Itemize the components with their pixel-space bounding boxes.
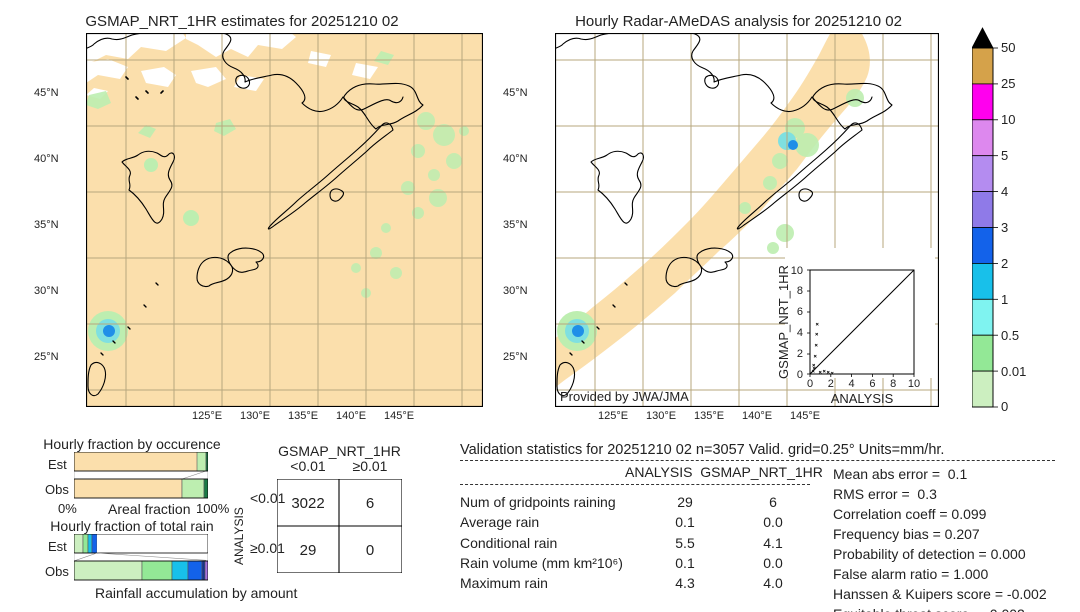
svg-text:10: 10 — [908, 378, 920, 390]
svg-text:6: 6 — [869, 378, 875, 390]
svg-text:2: 2 — [828, 378, 834, 390]
svg-text:0.5: 0.5 — [1001, 328, 1019, 343]
svg-text:10: 10 — [791, 265, 803, 277]
svg-text:50: 50 — [1001, 40, 1015, 55]
svg-text:0: 0 — [797, 369, 803, 381]
svg-text:2: 2 — [1001, 256, 1008, 271]
svg-text:25: 25 — [1001, 76, 1015, 91]
svg-text:8: 8 — [797, 285, 803, 297]
svg-text:4: 4 — [1001, 184, 1008, 199]
svg-text:4: 4 — [797, 327, 803, 339]
svg-text:5: 5 — [1001, 148, 1008, 163]
svg-text:8: 8 — [890, 378, 896, 390]
svg-text:1: 1 — [1001, 292, 1008, 307]
svg-text:0: 0 — [807, 378, 813, 390]
svg-text:GSMAP_NRT_1HR: GSMAP_NRT_1HR — [776, 265, 791, 379]
svg-text:Provided by JWA/JMA: Provided by JWA/JMA — [560, 389, 689, 404]
svg-text:3: 3 — [1001, 220, 1008, 235]
svg-text:2: 2 — [797, 348, 803, 360]
svg-text:6: 6 — [797, 306, 803, 318]
svg-text:29: 29 — [300, 542, 317, 559]
svg-text:6: 6 — [366, 495, 374, 512]
svg-text:0: 0 — [1001, 399, 1008, 414]
svg-text:0: 0 — [366, 542, 374, 559]
svg-text:ANALYSIS: ANALYSIS — [831, 391, 894, 406]
svg-text:0.01: 0.01 — [1001, 364, 1026, 379]
svg-text:10: 10 — [1001, 112, 1015, 127]
svg-text:4: 4 — [849, 378, 855, 390]
svg-text:3022: 3022 — [291, 495, 324, 512]
